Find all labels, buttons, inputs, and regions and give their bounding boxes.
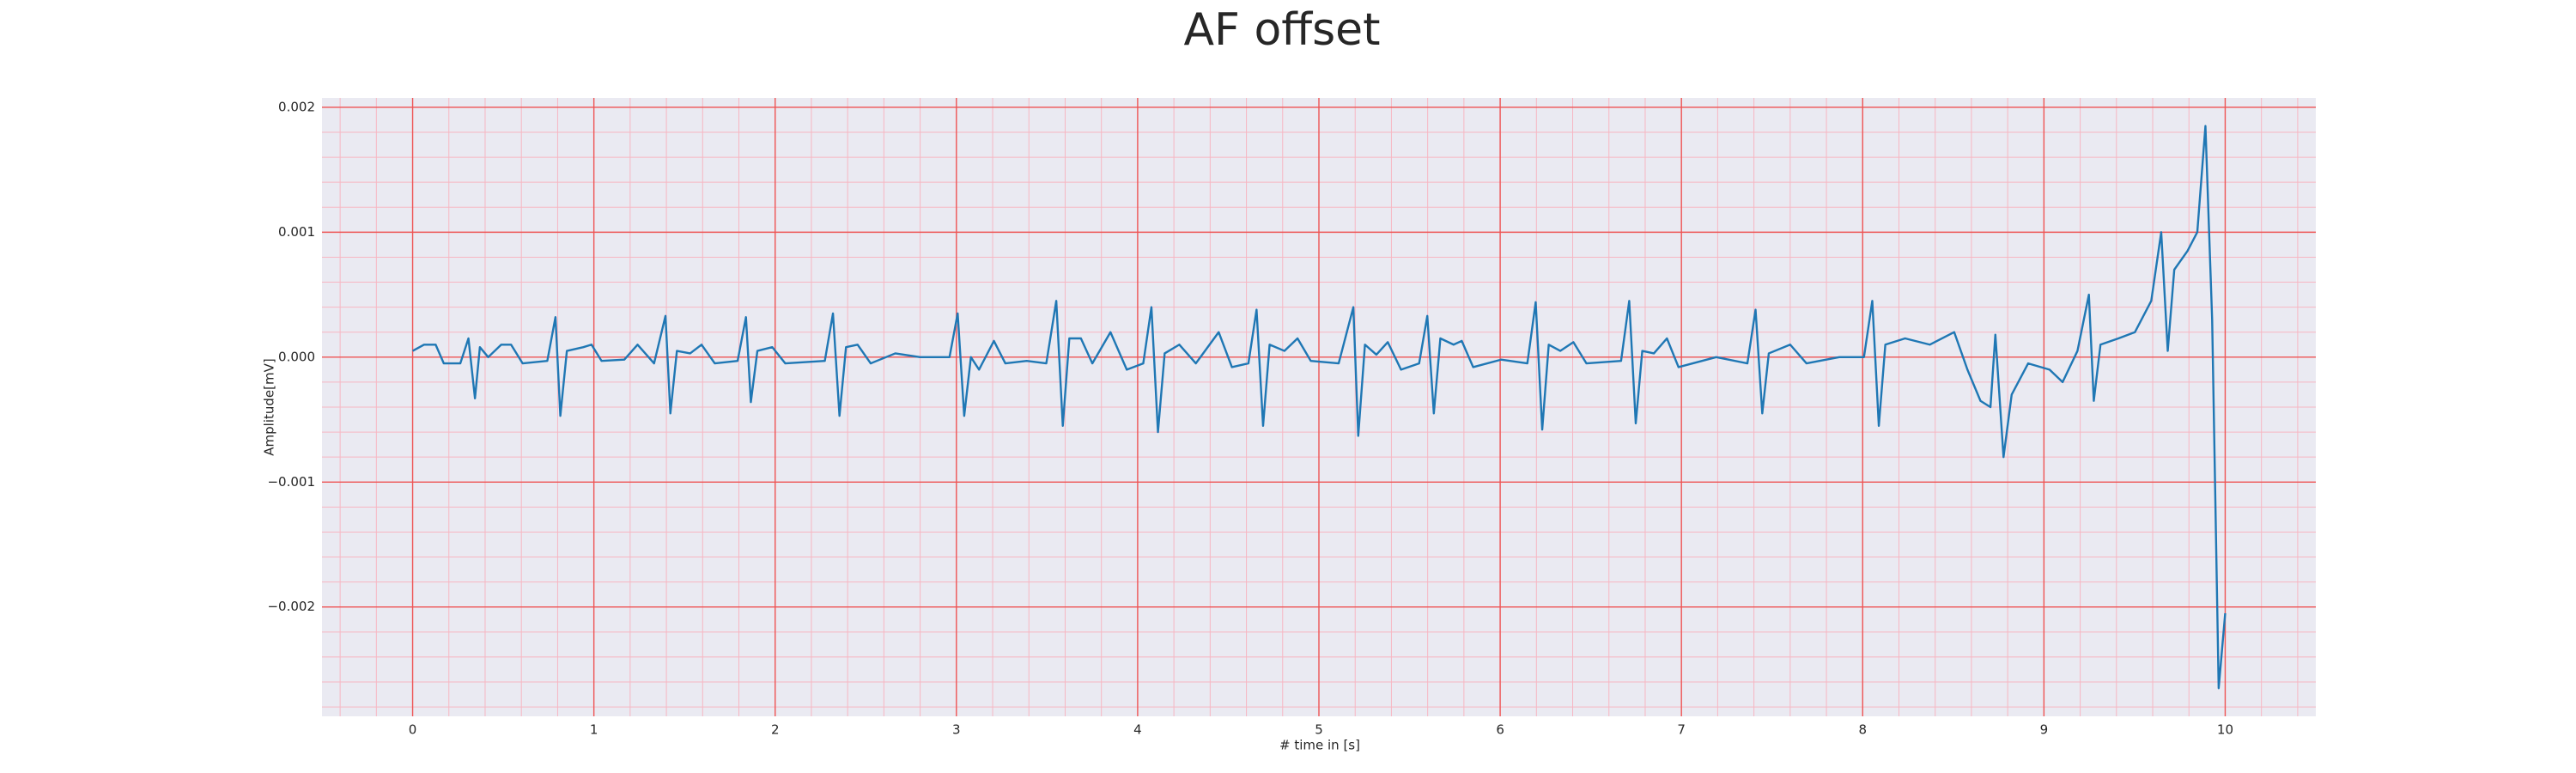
x-tick-label: 0 [409, 722, 417, 738]
x-tick-label: 8 [1858, 722, 1867, 738]
x-tick-label: 7 [1677, 722, 1686, 738]
x-tick-label: 9 [2040, 722, 2049, 738]
x-tick-label: 1 [590, 722, 598, 738]
x-tick-label: 3 [952, 722, 961, 738]
y-tick-label: 0.002 [278, 99, 315, 114]
chart-title: AF offset [1183, 4, 1380, 56]
y-tick-label: 0.001 [278, 224, 315, 240]
signal-line [411, 125, 2227, 690]
x-tick-label: 4 [1133, 722, 1142, 738]
y-tick-label: 0.000 [278, 349, 315, 364]
x-tick-label: 6 [1496, 722, 1504, 738]
y-tick-label: −0.001 [267, 474, 315, 490]
y-tick-label: −0.002 [267, 599, 315, 614]
x-tick-label: 5 [1315, 722, 1323, 738]
y-axis-label: Amplitude[mV] [262, 358, 277, 455]
x-tick-label: 10 [2217, 722, 2233, 738]
x-axis-label: # time in [s] [1279, 738, 1360, 753]
x-tick-label: 2 [771, 722, 780, 738]
